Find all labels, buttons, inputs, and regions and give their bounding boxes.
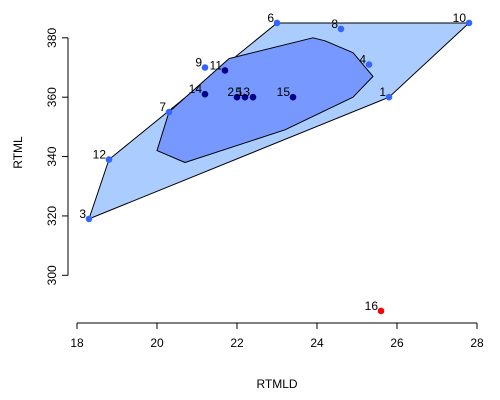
point-label-11: 11 bbox=[210, 58, 223, 72]
point-label-12: 12 bbox=[93, 148, 107, 162]
data-point-9 bbox=[201, 64, 209, 71]
point-label-15: 15 bbox=[277, 85, 291, 99]
data-point-13 bbox=[249, 93, 257, 101]
x-tick-label: 26 bbox=[390, 336, 404, 350]
point-label-5: 5 bbox=[235, 85, 242, 99]
y-axis-title: RTML bbox=[11, 136, 25, 169]
point-label-2: 2 bbox=[227, 85, 234, 99]
data-point-12 bbox=[105, 156, 113, 163]
data-point-8 bbox=[337, 25, 345, 33]
y-tick-label: 300 bbox=[45, 265, 59, 285]
y-tick-label: 320 bbox=[45, 206, 59, 226]
point-label-6: 6 bbox=[267, 11, 274, 25]
data-point-16 bbox=[377, 307, 385, 315]
point-label-13: 13 bbox=[237, 85, 251, 99]
point-label-1: 1 bbox=[379, 85, 386, 99]
point-label-10: 10 bbox=[453, 11, 467, 25]
data-point-1 bbox=[385, 93, 393, 101]
data-point-15 bbox=[289, 93, 297, 101]
data-point-14 bbox=[201, 90, 209, 98]
data-point-4 bbox=[365, 61, 373, 68]
x-axis-title: RTMLD bbox=[256, 377, 297, 391]
regions-layer bbox=[88, 22, 471, 220]
point-label-4: 4 bbox=[359, 53, 366, 67]
x-tick-label: 24 bbox=[310, 336, 324, 350]
point-label-8: 8 bbox=[331, 17, 338, 31]
y-tick-label: 340 bbox=[45, 146, 59, 166]
point-label-14: 14 bbox=[189, 82, 203, 96]
point-label-9: 9 bbox=[195, 56, 202, 70]
data-point-5 bbox=[241, 93, 249, 101]
point-label-7: 7 bbox=[159, 100, 166, 114]
x-tick-label: 20 bbox=[150, 336, 164, 350]
bag-region bbox=[156, 37, 374, 163]
data-point-2 bbox=[233, 93, 241, 101]
data-point-10 bbox=[465, 19, 473, 27]
x-axis-ticks: 18 20 22 24 26 28 bbox=[70, 323, 484, 350]
data-point-6 bbox=[273, 19, 281, 27]
data-point-7 bbox=[165, 108, 173, 116]
data-point-11 bbox=[221, 67, 229, 74]
y-axis-ticks: 300 320 340 360 380 bbox=[45, 27, 68, 285]
y-tick-label: 380 bbox=[45, 27, 59, 47]
x-tick-label: 22 bbox=[230, 336, 244, 350]
point-label-16: 16 bbox=[365, 299, 379, 313]
x-tick-label: 18 bbox=[70, 336, 84, 350]
data-point-3 bbox=[85, 215, 93, 223]
x-tick-label: 28 bbox=[470, 336, 484, 350]
y-tick-label: 360 bbox=[45, 87, 59, 107]
point-label-3: 3 bbox=[79, 207, 86, 221]
